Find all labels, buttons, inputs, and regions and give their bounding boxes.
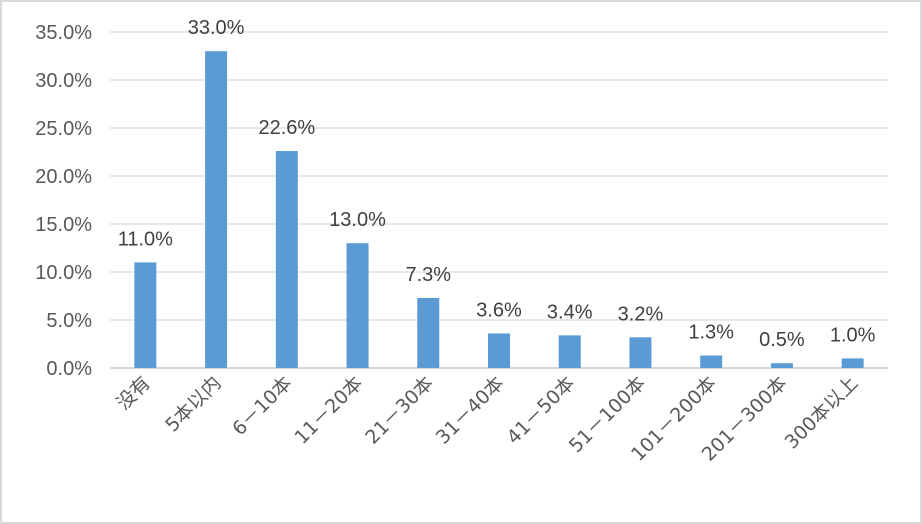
x-axis-categories: 没有 5本以内 6－10本11－20本21－30本31－40本41－50本51－10… [112, 372, 862, 466]
data-label: 0.5% [759, 329, 805, 351]
y-tick-label: 5.0% [46, 310, 92, 332]
bar [488, 333, 510, 368]
x-category-label: 没有 [112, 372, 154, 414]
x-category-label: 5本以内 [161, 372, 225, 436]
data-label: 22.6% [258, 117, 315, 139]
y-tick-label: 25.0% [35, 118, 92, 140]
data-label: 33.0% [188, 17, 245, 39]
x-category-label: 21－30本 [361, 372, 438, 449]
bar [558, 335, 581, 368]
data-label: 3.6% [476, 299, 522, 321]
data-label: 13.0% [329, 209, 386, 231]
bar [770, 363, 793, 368]
x-category-label: 41－50本 [503, 372, 580, 449]
bar [205, 51, 228, 368]
x-category-label: 300本以上 [781, 372, 863, 454]
y-tick-label: 35.0% [35, 22, 92, 44]
y-tick-label: 20.0% [35, 166, 92, 188]
bar [629, 337, 652, 368]
bar [346, 243, 369, 368]
bars [134, 51, 864, 368]
data-labels: 11.0% 33.0% 22.6% 13.0% 7.3% 3.6% 3.4% 3.2% 1.3%… [118, 17, 876, 351]
bar [134, 262, 157, 368]
data-label: 3.4% [547, 301, 593, 323]
gridlines [110, 31, 888, 369]
data-label: 3.2% [618, 303, 664, 325]
data-label: 7.3% [405, 264, 451, 286]
y-tick-label: 15.0% [35, 214, 92, 236]
y-axis-ticks: 0.0% 5.0% 10.0% 15.0% 20.0% 25.0% 30.0% 35.0% [35, 22, 92, 380]
bar [700, 355, 723, 368]
data-label: 1.0% [830, 324, 876, 346]
y-tick-label: 10.0% [35, 262, 92, 284]
data-label: 11.0% [118, 228, 173, 250]
bar [275, 151, 298, 368]
bar [841, 358, 864, 368]
y-tick-label: 30.0% [35, 70, 92, 92]
data-label: 1.3% [688, 322, 734, 344]
x-category-label: 11－20本 [290, 372, 367, 449]
y-tick-label: 0.0% [46, 358, 92, 380]
x-category-label: 6－10本 [228, 372, 296, 440]
x-category-label: 31－40本 [432, 372, 509, 449]
bar [417, 297, 440, 368]
